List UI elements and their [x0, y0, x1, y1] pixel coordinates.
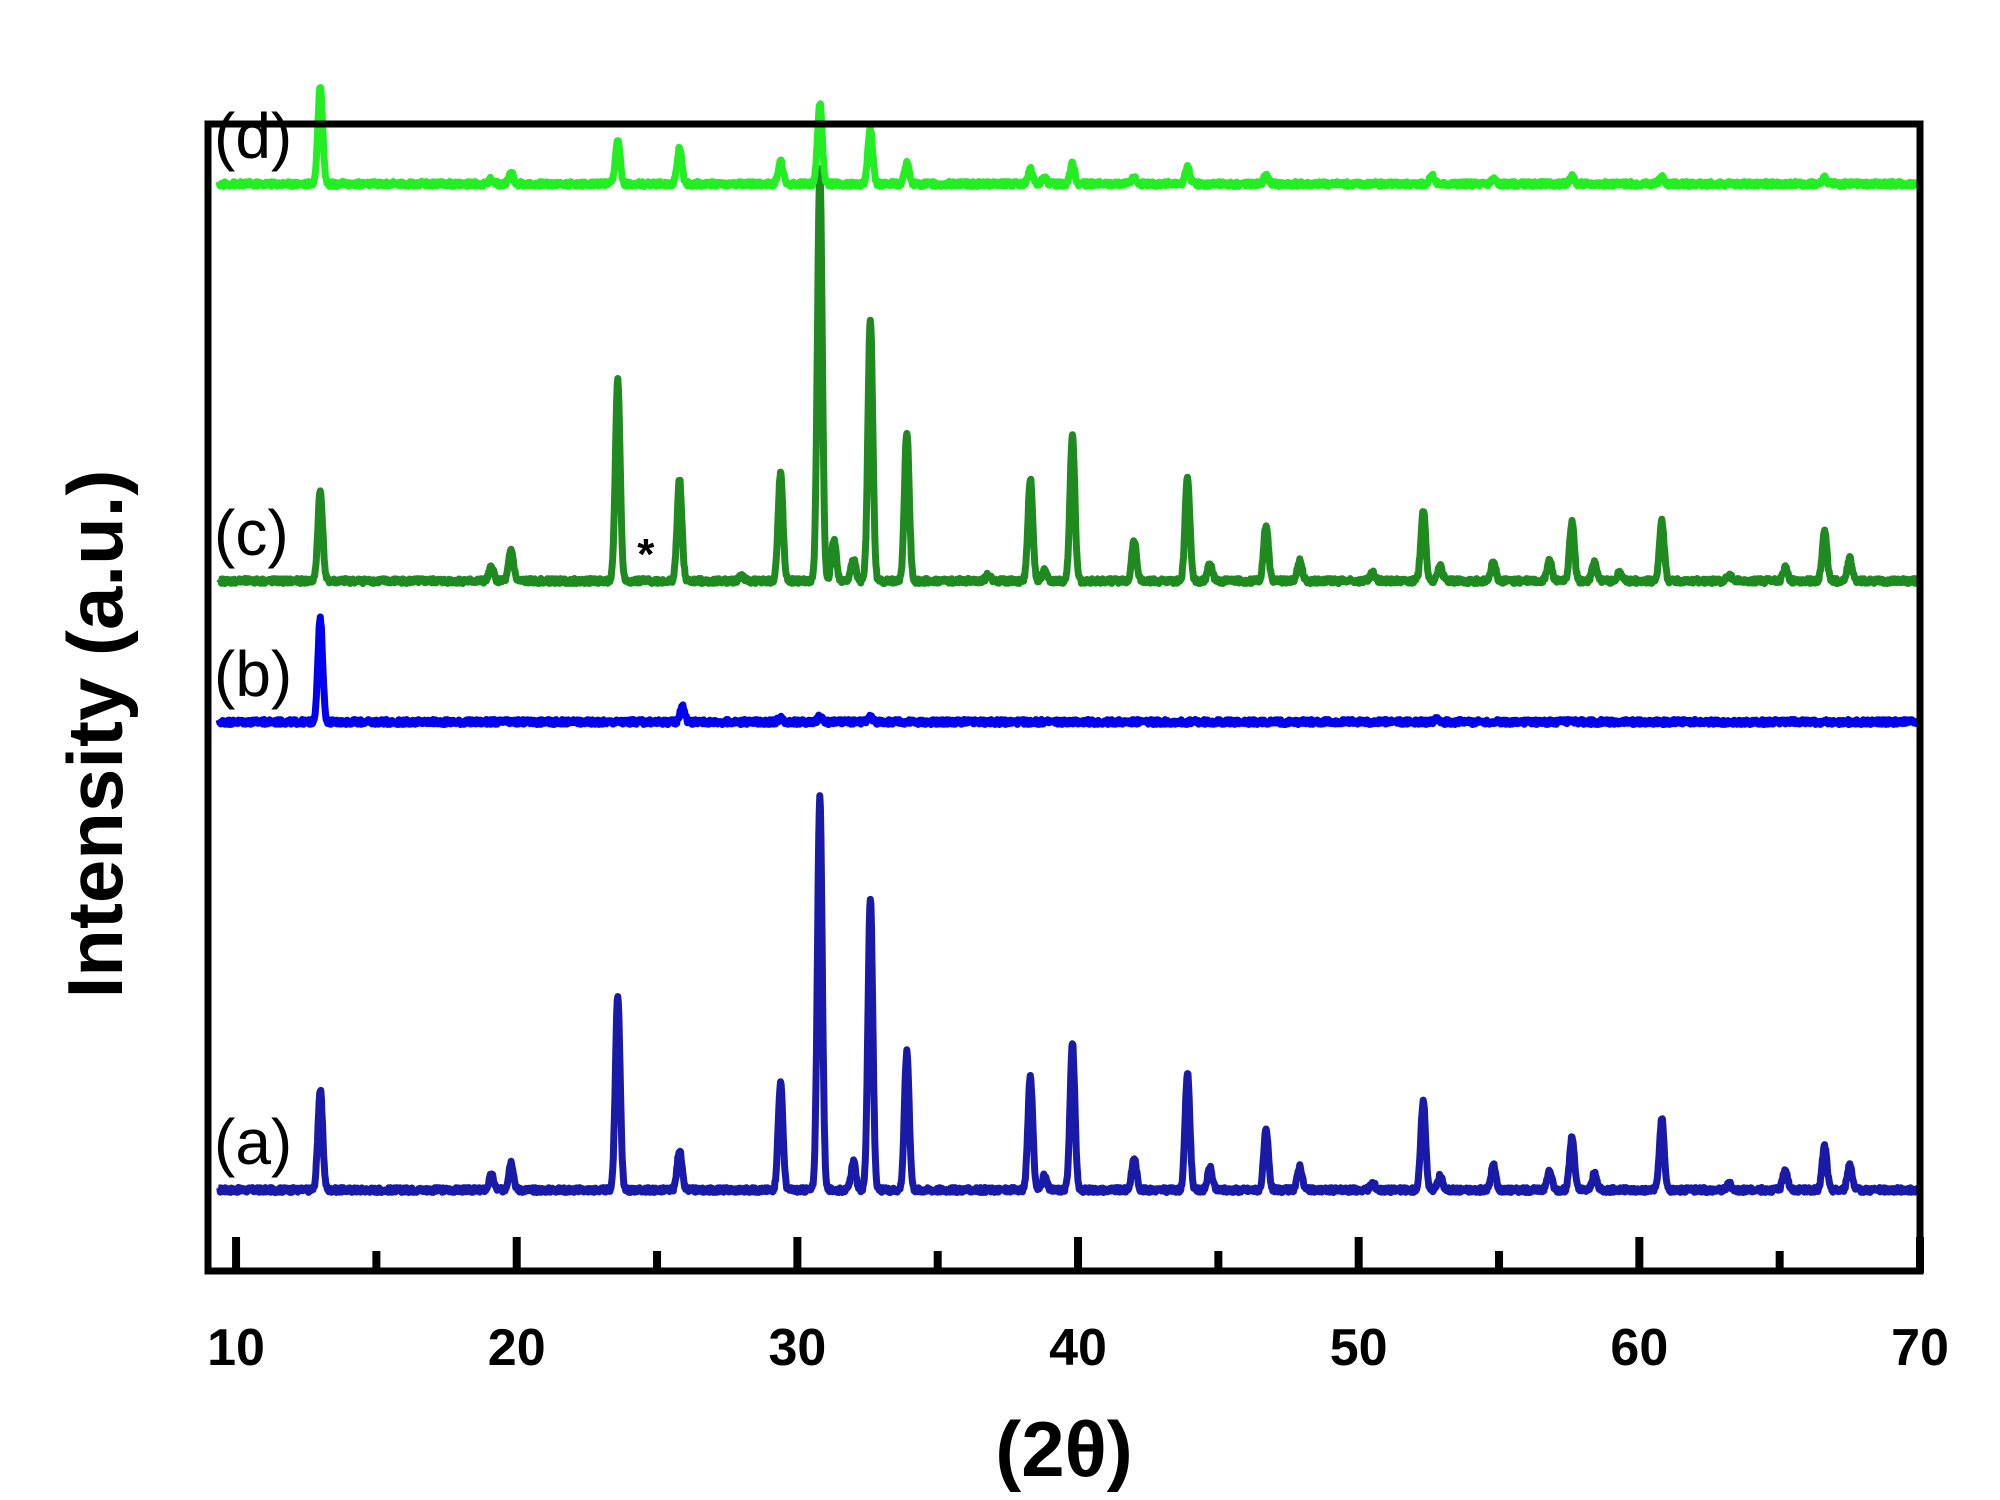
x-tick-label: 20 — [488, 1319, 546, 1377]
x-tick-label: 60 — [1610, 1319, 1668, 1377]
series-line-c — [216, 165, 1923, 587]
x-axis-title: (2θ) — [995, 1405, 1133, 1493]
series-label-d: (d) — [214, 100, 292, 172]
plot-frame — [204, 120, 1924, 1275]
x-tick-label: 70 — [1891, 1319, 1949, 1377]
series-line-a — [216, 792, 1924, 1196]
x-axis: 10 20 30 40 50 60 70 — [207, 1237, 1949, 1377]
x-tick-label: 50 — [1330, 1319, 1388, 1377]
series-line-d — [215, 84, 1924, 190]
series-label-b: (b) — [214, 638, 292, 710]
series-line-b — [215, 613, 1924, 728]
x-tick-label: 30 — [768, 1319, 826, 1377]
series-label-a: (a) — [214, 1106, 292, 1178]
series-label-c: (c) — [214, 497, 289, 569]
series-layer: (a) (b) (c) (d) — [214, 84, 1924, 1196]
x-tick-label: 40 — [1049, 1319, 1107, 1377]
y-axis-title: Intensity (a.u.) — [51, 470, 139, 999]
annotation-layer: * — [637, 530, 655, 579]
x-tick-label: 10 — [207, 1319, 265, 1377]
impurity-marker: * — [637, 530, 655, 579]
